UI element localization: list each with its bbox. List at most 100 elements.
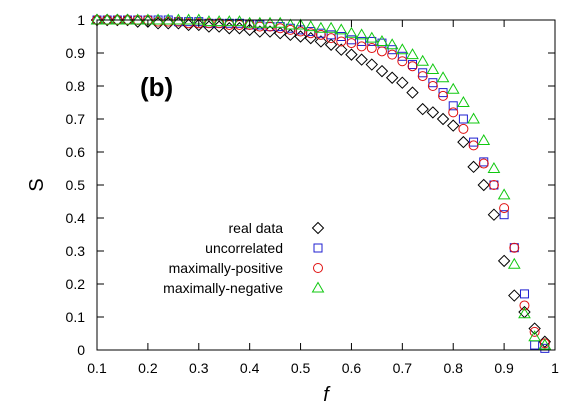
data-point xyxy=(448,101,458,111)
legend-marker xyxy=(311,281,325,293)
chart-marks xyxy=(90,13,552,353)
data-point xyxy=(396,76,409,89)
y-tick-label: 0.4 xyxy=(66,210,86,226)
data-point xyxy=(438,88,448,98)
data-point xyxy=(418,68,428,78)
data-point xyxy=(457,135,470,149)
x-tick-label: 0.4 xyxy=(240,360,260,376)
legend: real data uncorrelated maximally-positive m… xyxy=(163,220,325,296)
data-point xyxy=(508,289,521,302)
data-point xyxy=(285,24,296,35)
data-point xyxy=(315,29,326,40)
data-point xyxy=(131,13,145,25)
data-point xyxy=(406,86,419,99)
x-tick-label: 0.8 xyxy=(443,360,463,376)
data-point xyxy=(416,54,430,66)
data-point xyxy=(497,188,511,200)
y-axis-title: S xyxy=(26,178,48,191)
data-point xyxy=(468,140,479,151)
data-point xyxy=(314,21,328,33)
y-tick-label: 0.1 xyxy=(66,309,86,325)
data-point xyxy=(447,119,460,132)
data-point xyxy=(478,158,489,169)
data-point xyxy=(458,114,468,124)
data-point xyxy=(387,49,398,60)
data-point xyxy=(314,35,328,48)
legend-label: maximally-positive xyxy=(169,260,284,276)
plot-frame xyxy=(96,19,556,351)
data-point xyxy=(346,38,357,49)
data-point xyxy=(161,13,175,25)
series-real-data xyxy=(90,13,552,348)
data-point xyxy=(427,81,438,91)
data-point xyxy=(357,36,367,46)
data-point xyxy=(538,338,552,350)
data-point xyxy=(334,23,348,35)
data-point xyxy=(509,242,520,253)
data-point xyxy=(538,335,552,348)
x-tick-label: 0.3 xyxy=(189,360,209,376)
data-point xyxy=(385,38,399,50)
legend-label: real data xyxy=(229,220,284,236)
x-tick-label: 0.7 xyxy=(393,360,413,376)
data-point xyxy=(385,71,399,84)
y-tick-label: 0.7 xyxy=(66,111,86,127)
data-point xyxy=(253,16,267,28)
data-point xyxy=(121,13,134,25)
data-point xyxy=(397,51,407,61)
data-point xyxy=(529,326,540,337)
data-point xyxy=(387,45,397,55)
data-point xyxy=(324,38,338,51)
data-point xyxy=(110,13,124,25)
legend-marker xyxy=(311,221,325,235)
series-maximally-negative xyxy=(90,13,552,350)
x-tick-label: 0.2 xyxy=(138,360,158,376)
data-point xyxy=(336,36,347,47)
tick-labels: 0.1 0.2 0.3 0.4 0.5 0.6 0.7 0.8 0.9 100.10.20.30.… xyxy=(66,12,560,376)
x-tick-label: 1 xyxy=(551,360,559,376)
y-tick-label: 0.3 xyxy=(66,243,86,259)
data-point xyxy=(324,21,338,33)
data-point xyxy=(346,35,356,45)
data-point xyxy=(497,254,511,268)
data-point xyxy=(426,106,440,119)
data-point xyxy=(336,32,346,41)
data-point xyxy=(528,322,541,335)
data-point xyxy=(499,203,510,214)
data-point xyxy=(417,71,428,82)
data-point xyxy=(233,15,246,27)
data-point xyxy=(275,23,286,34)
data-point xyxy=(345,26,358,38)
data-point xyxy=(100,13,114,25)
data-point xyxy=(395,43,409,55)
data-point xyxy=(365,31,379,43)
data-point xyxy=(477,178,490,192)
data-point xyxy=(530,340,540,350)
data-point xyxy=(151,13,165,25)
axis-ticks xyxy=(96,19,556,351)
data-point xyxy=(446,82,460,94)
data-point xyxy=(528,330,542,342)
data-point xyxy=(355,53,368,66)
data-point xyxy=(477,133,491,145)
data-point xyxy=(376,46,387,57)
data-point xyxy=(265,21,276,32)
data-point xyxy=(375,64,389,78)
y-tick-label: 0.2 xyxy=(66,276,86,292)
data-point xyxy=(489,180,499,190)
x-tick-label: 0.1 xyxy=(87,360,107,376)
data-point xyxy=(366,43,377,54)
data-point xyxy=(457,96,470,107)
series-maximally-positive xyxy=(92,15,550,349)
data-point xyxy=(294,18,307,30)
legend-marker xyxy=(313,263,323,273)
data-point xyxy=(254,21,265,32)
data-point xyxy=(193,18,204,29)
y-tick-label: 0.9 xyxy=(66,45,86,61)
legend-marker xyxy=(313,243,323,253)
data-point xyxy=(487,208,501,221)
data-point xyxy=(519,300,530,311)
data-point xyxy=(355,28,368,40)
data-point xyxy=(326,30,336,40)
